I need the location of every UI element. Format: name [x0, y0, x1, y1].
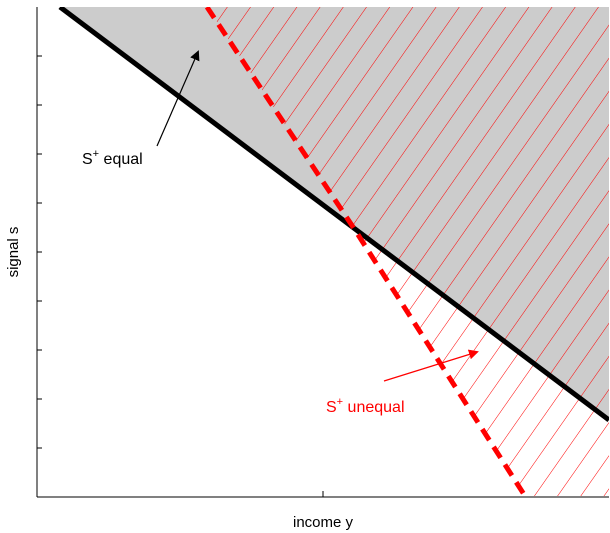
unequal-region-label: S+ unequal: [326, 396, 405, 416]
equal-region-label: S+ equal: [82, 148, 143, 168]
y-axis-label: signal s: [5, 227, 22, 278]
equal-boundary-line: [58, 7, 609, 422]
x-axis-label: income y: [293, 514, 354, 531]
y-axis-ticks: [37, 55, 42, 449]
plot-area: [58, 7, 609, 496]
unequal-arrow: [383, 349, 479, 382]
equal-arrow: [156, 50, 200, 147]
unequal-region-hatch: [207, 7, 609, 496]
unequal-boundary-line: [204, 7, 528, 496]
